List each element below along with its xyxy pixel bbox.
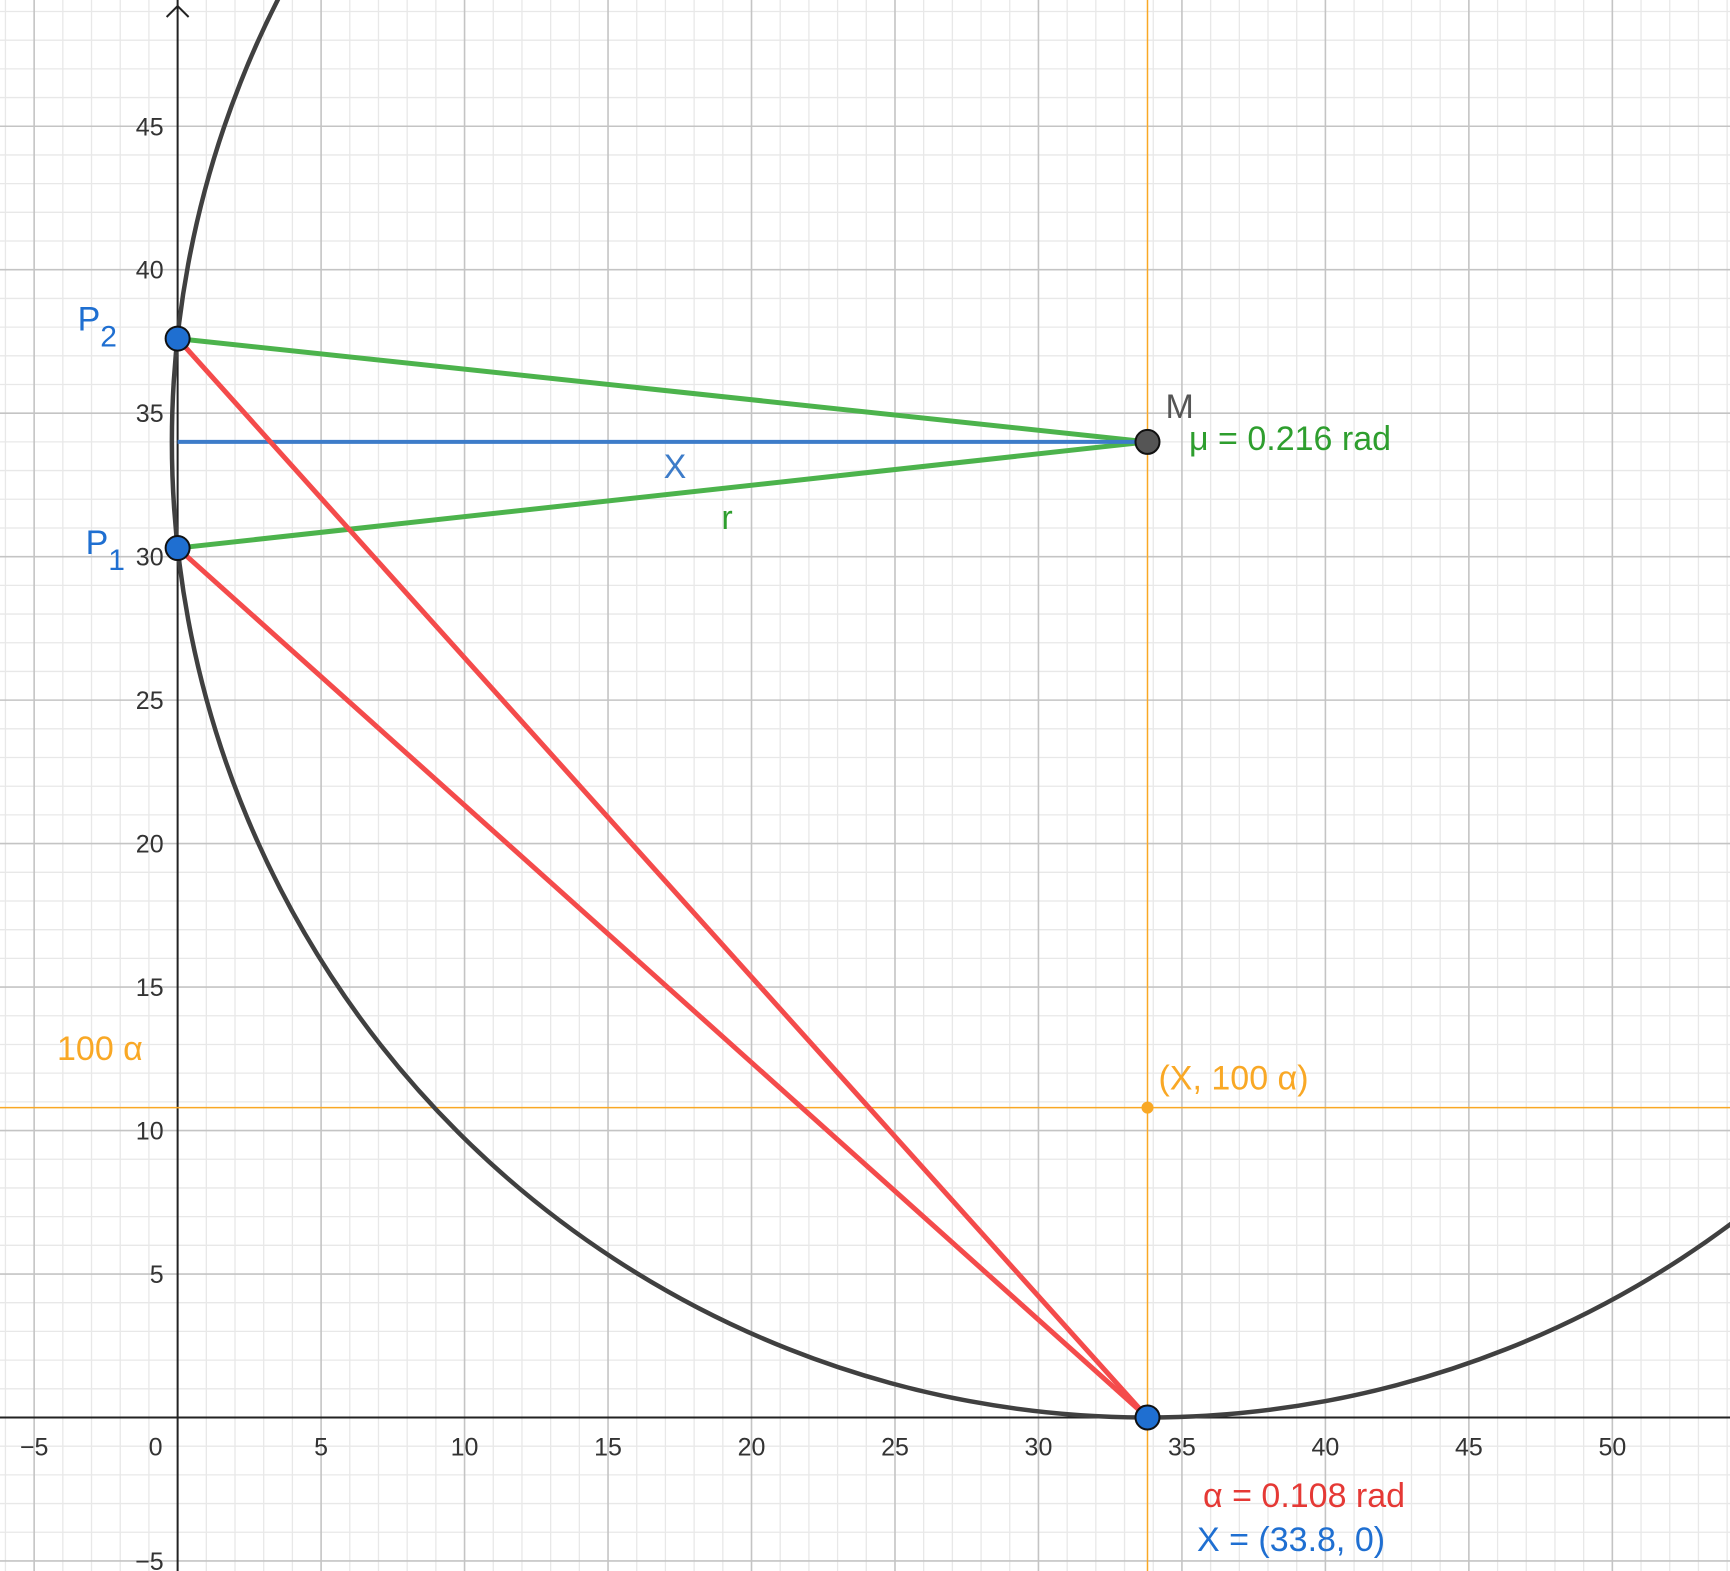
point-subscript: 1 — [108, 544, 125, 577]
point — [164, 535, 191, 562]
point — [1134, 428, 1161, 455]
point-name: M — [1165, 388, 1193, 426]
y-tick-label: 40 — [136, 257, 164, 285]
x-tick-label: 25 — [881, 1433, 909, 1461]
point-name: P — [86, 524, 109, 562]
x-tick-label: 5 — [314, 1433, 328, 1461]
y-tick-label: 5 — [150, 1261, 164, 1289]
x-tick-label: 15 — [594, 1433, 622, 1461]
guide-label: 100 α — [57, 1030, 143, 1068]
y-tick-label: 35 — [136, 400, 164, 428]
point — [1141, 1101, 1154, 1114]
segment — [177, 439, 1148, 551]
x-tick-label: −5 — [20, 1433, 49, 1461]
point-label: P2 — [78, 301, 117, 354]
y-tick-label: 20 — [136, 831, 164, 859]
point-label: (X, 100 α) — [1158, 1060, 1308, 1098]
annotation: μ = 0.216 rad — [1189, 420, 1391, 458]
point — [1134, 1404, 1161, 1431]
x-tick-label: 45 — [1455, 1433, 1483, 1461]
y-tick-label: 25 — [136, 687, 164, 715]
y-tick-label: 10 — [136, 1118, 164, 1146]
x-tick-label: 0 — [149, 1433, 163, 1461]
x-tick-label: 20 — [738, 1433, 766, 1461]
point — [164, 325, 191, 352]
segment — [177, 336, 1148, 445]
y-tick-label: 45 — [136, 113, 164, 141]
annotation: X = (33.8, 0) — [1197, 1521, 1385, 1559]
y-tick-label: −5 — [135, 1548, 164, 1571]
x-tick-label: 35 — [1168, 1433, 1196, 1461]
x-tick-label: 40 — [1311, 1433, 1339, 1461]
segment — [175, 546, 1150, 1420]
point-name: P — [78, 301, 101, 339]
point-label: M — [1165, 388, 1193, 426]
point-subscript: 2 — [100, 321, 117, 354]
x-tick-label: 30 — [1025, 1433, 1053, 1461]
x-tick-label: 10 — [451, 1433, 479, 1461]
y-tick-label: 15 — [136, 974, 164, 1002]
annotation: α = 0.108 rad — [1203, 1477, 1405, 1515]
segment-label: X — [664, 448, 687, 486]
y-axis-arrow — [165, 4, 190, 18]
segment — [175, 336, 1150, 1420]
point-label: P1 — [86, 524, 125, 577]
y-tick-label: 30 — [136, 544, 164, 572]
x-tick-label: 50 — [1598, 1433, 1626, 1461]
segment-label: r — [721, 499, 732, 537]
point-name: (X, 100 α) — [1158, 1060, 1308, 1098]
